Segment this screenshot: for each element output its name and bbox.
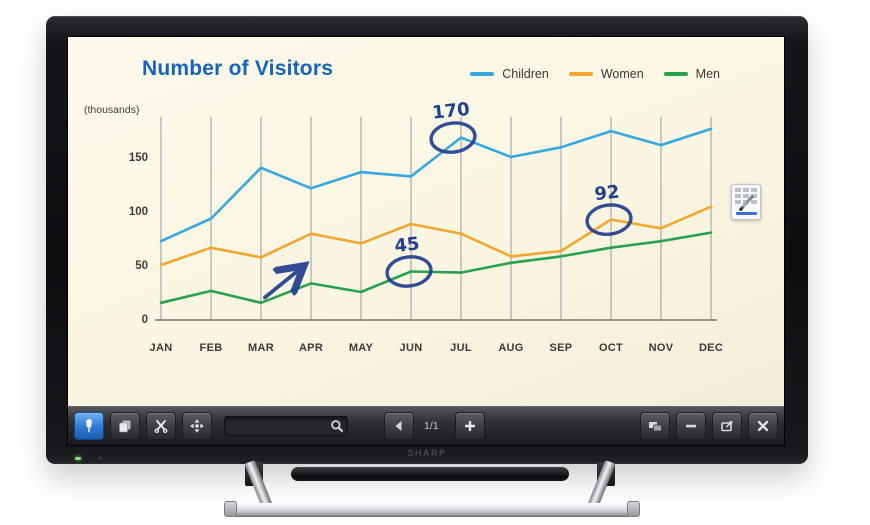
move-icon bbox=[190, 419, 204, 433]
series-line-men bbox=[159, 231, 713, 305]
previous-page-button[interactable] bbox=[384, 412, 414, 440]
legend-item-men: Men bbox=[663, 67, 720, 81]
legend-label: Children bbox=[502, 67, 549, 81]
pages-icon bbox=[119, 420, 131, 433]
launcher-toolbar: 1/1 bbox=[68, 406, 784, 445]
y-axis-unit-label: (thousands) bbox=[84, 104, 139, 116]
chart-canvas: (thousands) 0 50 100 150 JAN FEB MAR APR MAY JUN JU… bbox=[84, 99, 723, 354]
legend-label: Men bbox=[695, 67, 720, 81]
page-indicator: 1/1 bbox=[424, 420, 439, 432]
annotation-arrow bbox=[263, 268, 301, 300]
pages-button[interactable] bbox=[110, 412, 140, 440]
move-tool-button[interactable] bbox=[182, 412, 212, 440]
search-box bbox=[224, 416, 348, 436]
speaker-bar bbox=[291, 467, 569, 481]
stand-base-cap-left bbox=[224, 501, 237, 517]
pen-tool-thumbnails bbox=[735, 188, 757, 192]
legend-item-children: Children bbox=[470, 67, 549, 81]
annotation-circle-45 bbox=[385, 255, 433, 288]
x-category-label: FEB bbox=[200, 342, 223, 354]
restore-window-icon bbox=[721, 420, 733, 432]
x-category-label: JUN bbox=[400, 342, 423, 354]
annotation-text-92: 92 bbox=[593, 182, 620, 206]
brand-logo: SHARP bbox=[407, 448, 447, 458]
x-category-label: AUG bbox=[498, 342, 523, 354]
x-category-label: SEP bbox=[550, 342, 573, 354]
multi-screen-button[interactable] bbox=[640, 412, 670, 440]
x-category-label: MAY bbox=[349, 342, 374, 354]
legend-item-women: Women bbox=[568, 67, 644, 81]
window-controls bbox=[634, 412, 778, 440]
legend-swatch bbox=[663, 72, 688, 76]
close-button[interactable] bbox=[748, 412, 778, 440]
chart-legend: Children Women Men bbox=[470, 67, 720, 81]
y-tick-label: 0 bbox=[142, 314, 148, 326]
minimize-icon bbox=[686, 424, 696, 428]
add-page-button[interactable] bbox=[454, 412, 485, 440]
pen-tool-underline bbox=[736, 212, 757, 215]
add-page-icon bbox=[464, 421, 475, 431]
whiteboard-content: Number of Visitors Children Women Men (tho… bbox=[68, 37, 784, 406]
annotation-circle-170 bbox=[429, 121, 477, 154]
chart-title: Number of Visitors bbox=[142, 57, 334, 80]
legend-swatch bbox=[568, 72, 593, 76]
pin-icon bbox=[86, 419, 92, 433]
pin-button[interactable] bbox=[74, 412, 104, 440]
restore-window-button[interactable] bbox=[712, 412, 742, 440]
multi-screen-icon bbox=[649, 422, 662, 432]
x-category-label: JAN bbox=[150, 342, 173, 354]
search-icon bbox=[331, 420, 343, 432]
y-tick-label: 100 bbox=[129, 206, 148, 218]
close-icon bbox=[757, 420, 769, 432]
monitor-frame: Number of Visitors Children Women Men (tho… bbox=[46, 16, 808, 464]
back-arrow-icon bbox=[395, 421, 402, 431]
display-screen: Number of Visitors Children Women Men (tho… bbox=[68, 37, 784, 445]
scissors-button[interactable] bbox=[146, 412, 176, 440]
minimize-button[interactable] bbox=[676, 412, 706, 440]
y-tick-label: 150 bbox=[129, 152, 148, 164]
stand-base-bar bbox=[226, 503, 638, 517]
x-category-label: APR bbox=[299, 342, 323, 354]
series-line-children bbox=[159, 127, 713, 243]
y-tick-label: 50 bbox=[135, 260, 148, 272]
annotation-circle-92 bbox=[585, 203, 633, 236]
pen-software-icon[interactable] bbox=[731, 184, 761, 220]
annotation-text-45: 45 bbox=[393, 233, 420, 257]
x-category-label: JUL bbox=[450, 342, 472, 354]
legend-swatch bbox=[470, 72, 495, 76]
x-category-label: NOV bbox=[649, 342, 674, 354]
ir-sensor bbox=[98, 456, 103, 460]
series-line-women bbox=[159, 205, 713, 267]
stand-base-cap-right bbox=[627, 501, 640, 517]
x-category-label: MAR bbox=[248, 342, 274, 354]
search-input[interactable] bbox=[224, 416, 348, 436]
annotation-text-170: 170 bbox=[431, 99, 471, 124]
x-category-label: DEC bbox=[699, 342, 723, 354]
power-led bbox=[75, 457, 81, 460]
x-category-label: OCT bbox=[599, 342, 623, 354]
scissors-icon bbox=[154, 420, 168, 434]
legend-label: Women bbox=[600, 67, 644, 81]
